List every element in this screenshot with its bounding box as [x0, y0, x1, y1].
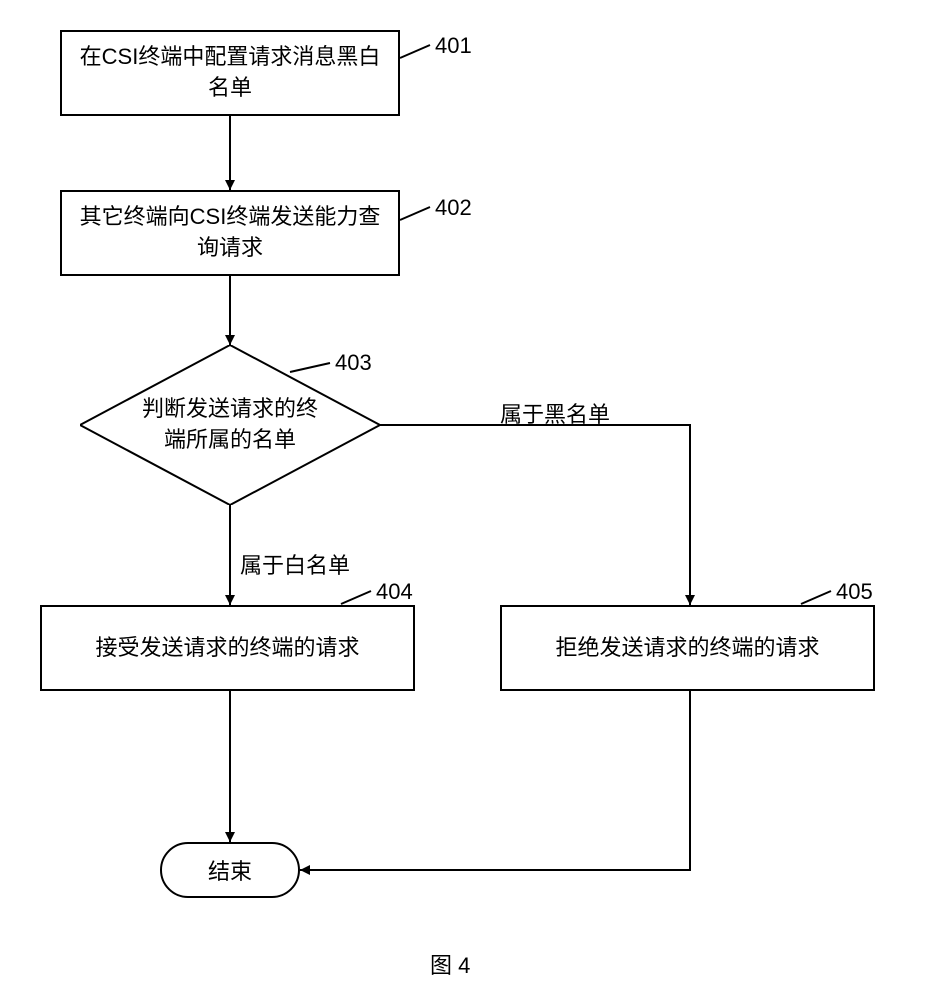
- node-text: 判断发送请求的终端所属的名单: [140, 394, 320, 456]
- node-text: 在CSI终端中配置请求消息黑白名单: [74, 42, 386, 104]
- edge-label-whitelist: 属于白名单: [240, 548, 350, 580]
- figure-caption: 图 4: [430, 948, 470, 980]
- terminator-end: 结束: [160, 842, 300, 898]
- node-text: 结束: [208, 854, 252, 886]
- process-reject-request: 拒绝发送请求的终端的请求: [500, 605, 875, 691]
- process-configure-blacklist-whitelist: 在CSI终端中配置请求消息黑白名单: [60, 30, 400, 116]
- ref-label: 401: [435, 33, 472, 59]
- ref-label: 404: [376, 579, 413, 605]
- node-text: 接受发送请求的终端的请求: [95, 633, 359, 664]
- ref-label: 405: [836, 579, 873, 605]
- process-accept-request: 接受发送请求的终端的请求: [40, 605, 415, 691]
- node-text: 拒绝发送请求的终端的请求: [555, 633, 819, 664]
- node-text: 其它终端向CSI终端发送能力查询请求: [74, 202, 386, 264]
- process-send-capability-query: 其它终端向CSI终端发送能力查询请求: [60, 190, 400, 276]
- edge-label-blacklist: 属于黑名单: [500, 397, 610, 429]
- ref-label: 402: [435, 195, 472, 221]
- ref-label: 403: [335, 350, 372, 376]
